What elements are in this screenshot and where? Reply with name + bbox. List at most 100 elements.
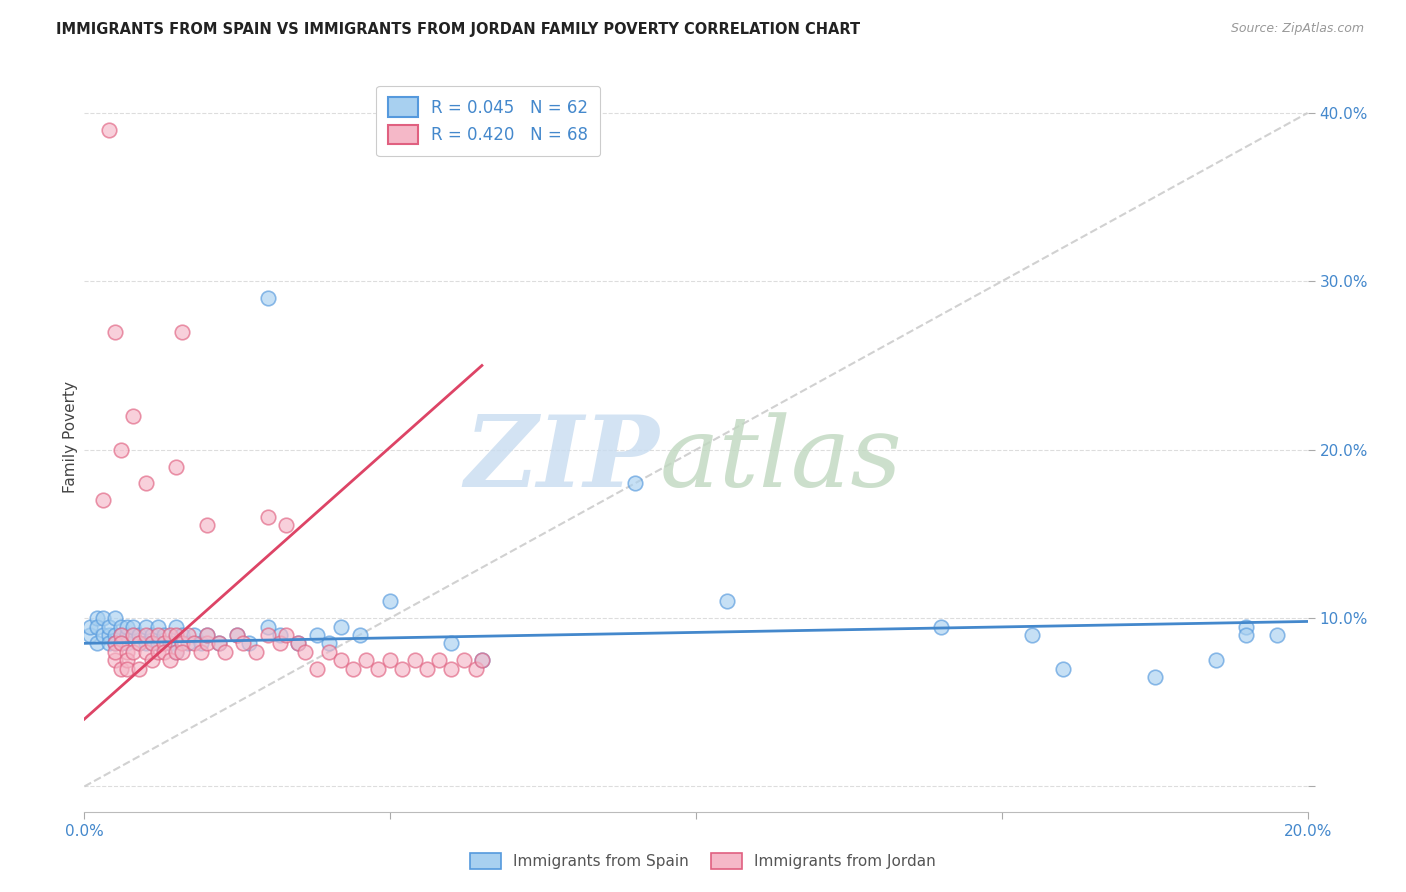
Point	[190, 645, 212, 659]
Point	[1052, 662, 1074, 676]
Point	[330, 619, 353, 633]
Point	[342, 662, 364, 676]
Point	[122, 619, 145, 633]
Point	[427, 653, 450, 667]
Point	[440, 662, 463, 676]
Y-axis label: Family Poverty: Family Poverty	[63, 381, 77, 493]
Point	[135, 476, 157, 491]
Point	[1236, 619, 1258, 633]
Point	[79, 619, 101, 633]
Point	[146, 628, 169, 642]
Point	[135, 619, 157, 633]
Point	[1021, 628, 1043, 642]
Point	[110, 619, 132, 633]
Point	[294, 645, 316, 659]
Point	[104, 653, 127, 667]
Text: Source: ZipAtlas.com: Source: ZipAtlas.com	[1230, 22, 1364, 36]
Point	[122, 628, 145, 642]
Point	[97, 628, 120, 642]
Point	[177, 628, 200, 642]
Point	[1265, 628, 1288, 642]
Point	[122, 645, 145, 659]
Point	[380, 653, 402, 667]
Legend: Immigrants from Spain, Immigrants from Jordan: Immigrants from Spain, Immigrants from J…	[464, 847, 942, 875]
Point	[97, 636, 120, 650]
Point	[208, 636, 231, 650]
Point	[141, 636, 163, 650]
Point	[287, 636, 309, 650]
Point	[453, 653, 475, 667]
Point	[232, 636, 254, 650]
Point	[153, 645, 176, 659]
Point	[318, 636, 340, 650]
Point	[115, 645, 138, 659]
Point	[128, 636, 150, 650]
Point	[128, 662, 150, 676]
Point	[172, 628, 194, 642]
Point	[177, 636, 200, 650]
Point	[115, 619, 138, 633]
Point	[226, 628, 249, 642]
Point	[135, 636, 157, 650]
Point	[354, 653, 377, 667]
Point	[257, 510, 280, 524]
Point	[122, 628, 145, 642]
Point	[257, 628, 280, 642]
Point	[86, 619, 108, 633]
Point	[146, 645, 169, 659]
Point	[110, 662, 132, 676]
Point	[440, 636, 463, 650]
Point	[1143, 670, 1166, 684]
Point	[86, 611, 108, 625]
Point	[115, 628, 138, 642]
Point	[367, 662, 389, 676]
Point	[159, 628, 181, 642]
Point	[97, 123, 120, 137]
Point	[226, 628, 249, 642]
Text: IMMIGRANTS FROM SPAIN VS IMMIGRANTS FROM JORDAN FAMILY POVERTY CORRELATION CHART: IMMIGRANTS FROM SPAIN VS IMMIGRANTS FROM…	[56, 22, 860, 37]
Point	[79, 628, 101, 642]
Point	[141, 653, 163, 667]
Point	[238, 636, 260, 650]
Point	[91, 493, 114, 508]
Point	[214, 645, 236, 659]
Point	[115, 653, 138, 667]
Point	[110, 628, 132, 642]
Point	[110, 442, 132, 457]
Point	[153, 628, 176, 642]
Point	[349, 628, 371, 642]
Point	[86, 636, 108, 650]
Point	[190, 636, 212, 650]
Point	[104, 636, 127, 650]
Text: ZIP: ZIP	[464, 411, 659, 508]
Point	[128, 636, 150, 650]
Point	[159, 636, 181, 650]
Point	[245, 645, 267, 659]
Point	[929, 619, 952, 633]
Point	[183, 636, 205, 650]
Point	[183, 628, 205, 642]
Point	[624, 476, 647, 491]
Point	[91, 611, 114, 625]
Point	[110, 628, 132, 642]
Point	[172, 325, 194, 339]
Point	[380, 594, 402, 608]
Point	[153, 636, 176, 650]
Point	[91, 628, 114, 642]
Point	[165, 628, 187, 642]
Point	[135, 628, 157, 642]
Point	[146, 619, 169, 633]
Point	[287, 636, 309, 650]
Point	[159, 653, 181, 667]
Point	[195, 636, 218, 650]
Point	[464, 662, 486, 676]
Point	[318, 645, 340, 659]
Legend: R = 0.045   N = 62, R = 0.420   N = 68: R = 0.045 N = 62, R = 0.420 N = 68	[377, 86, 600, 156]
Point	[104, 636, 127, 650]
Point	[195, 628, 218, 642]
Point	[165, 459, 187, 474]
Point	[104, 325, 127, 339]
Point	[141, 636, 163, 650]
Point	[305, 628, 328, 642]
Point	[110, 636, 132, 650]
